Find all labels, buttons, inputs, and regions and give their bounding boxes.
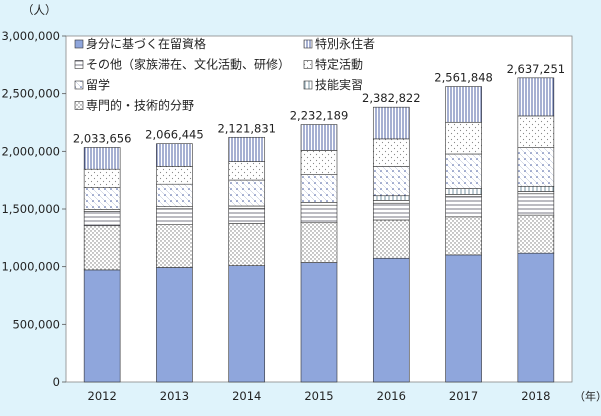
bar-segment — [83, 187, 121, 210]
x-tick-label: 2017 — [449, 389, 478, 403]
legend-label: 特定活動 — [315, 57, 363, 72]
bar-segment — [372, 202, 410, 221]
x-tick-label: 2014 — [232, 389, 261, 403]
bar-segment — [228, 205, 266, 209]
bar-segment — [517, 191, 555, 195]
bar-segment — [445, 194, 482, 197]
legend-label: 技能実習 — [315, 77, 363, 92]
x-tick-label: 2015 — [304, 389, 333, 403]
x-tick-label: 2012 — [88, 389, 117, 403]
bar-segment — [300, 222, 338, 263]
bar-segment — [372, 138, 410, 167]
total-label: 2,561,848 — [434, 71, 493, 85]
y-tick-label: 500,000 — [12, 317, 60, 331]
total-label: 2,033,656 — [73, 131, 132, 145]
bar-segment — [372, 219, 410, 259]
x-tick-label: 2018 — [521, 389, 550, 403]
bar-segment — [228, 223, 266, 266]
bar-segment — [156, 143, 193, 167]
bar-segment — [517, 147, 555, 187]
legend-swatch — [74, 80, 84, 90]
y-tick-label: 3,000,000 — [1, 29, 60, 43]
legend-swatch — [303, 60, 313, 69]
bar-segment — [156, 166, 193, 185]
bar-segment — [445, 216, 482, 256]
bar-segment — [156, 224, 193, 268]
total-label: 2,066,445 — [145, 128, 204, 142]
bar-segment — [517, 115, 555, 148]
bar-segment — [83, 269, 121, 383]
bar-segment — [445, 196, 482, 218]
total-label: 2,637,251 — [507, 62, 566, 76]
bar-segment — [517, 77, 555, 117]
legend-swatch — [74, 101, 84, 110]
legend-swatch — [74, 60, 84, 69]
bar-segment — [156, 206, 193, 210]
legend-label: 身分に基づく在留資格 — [86, 36, 206, 51]
bar-segment — [83, 225, 121, 271]
bar-segment — [300, 174, 338, 203]
bar-segment — [300, 124, 338, 151]
bar-segment — [228, 179, 266, 207]
bar-segment — [83, 211, 121, 227]
bar-segment — [83, 168, 121, 188]
bar-segment — [156, 267, 193, 383]
legend-label: その他（家族滞在、文化活動、研修） — [86, 57, 290, 72]
bar-segment — [300, 150, 338, 175]
bar-segment — [372, 166, 410, 197]
bar-segment — [83, 147, 121, 170]
bar-segment — [372, 257, 410, 383]
bar-segment — [517, 185, 555, 192]
bar-segment — [445, 153, 482, 189]
bar-segment — [517, 193, 555, 216]
bar-segment — [517, 214, 555, 254]
bar-segment — [445, 86, 482, 123]
bar-segment — [228, 265, 266, 383]
legend-swatch — [303, 80, 313, 90]
bar-segment — [300, 262, 338, 383]
y-tick-label: 1,000,000 — [1, 260, 60, 274]
total-label: 2,232,189 — [290, 109, 349, 123]
bar-segment — [228, 208, 266, 224]
bar-segment — [300, 202, 338, 206]
y-tick-label: 2,500,000 — [1, 87, 60, 101]
bar-segment — [372, 106, 410, 140]
y-tick-label: 1,500,000 — [1, 202, 60, 216]
bar-segment — [300, 204, 338, 224]
legend-swatch — [74, 39, 84, 49]
y-tick-label: 0 — [53, 375, 60, 389]
bar-segment — [372, 200, 410, 204]
bar-segment — [228, 136, 266, 162]
x-tick-label: 2013 — [160, 389, 189, 403]
bars — [83, 77, 555, 383]
bar-segment — [445, 121, 482, 155]
bar-segment — [445, 188, 482, 195]
total-label: 2,121,831 — [217, 121, 276, 135]
total-label: 2,382,822 — [362, 91, 421, 105]
x-tick-label: 2016 — [377, 389, 406, 403]
y-tick-label: 2,000,000 — [1, 144, 60, 158]
legend-label: 専門的・技術的分野 — [86, 98, 194, 113]
x-axis-label: （年） — [574, 389, 601, 403]
total-labels: 2,033,656 2,066,445 2,121,831 2,232,189 2,38… — [73, 62, 565, 146]
bar-segment — [156, 208, 193, 225]
bar-segment — [156, 183, 193, 207]
bar-segment — [372, 195, 410, 201]
legend-label: 留学 — [86, 77, 110, 92]
y-axis-label: （人） — [22, 3, 57, 17]
legend-label: 特別永住者 — [315, 36, 375, 51]
bar-segment — [445, 254, 482, 383]
bar-segment — [517, 252, 555, 383]
legend-swatch — [303, 39, 313, 49]
bar-segment — [228, 161, 266, 181]
